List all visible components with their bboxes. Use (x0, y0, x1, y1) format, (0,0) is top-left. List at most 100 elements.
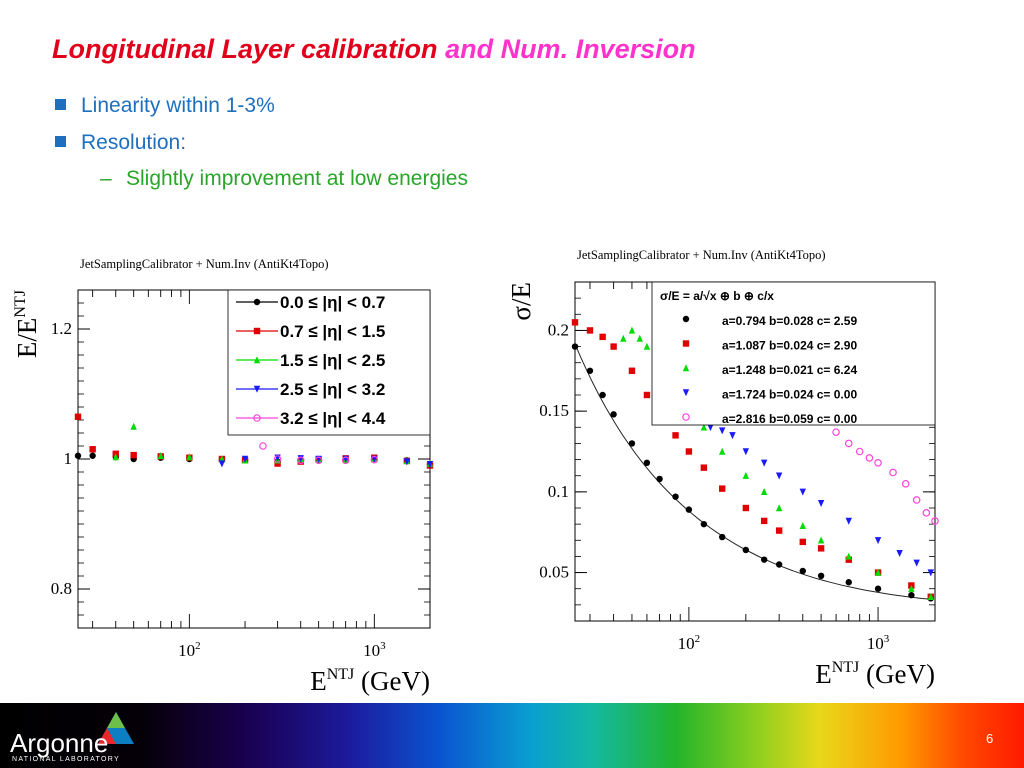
resolution-plot: JetSamplingCalibrator + Num.Inv (AntiKt4… (506, 248, 939, 689)
legend-marker (682, 315, 690, 323)
data-point (341, 456, 350, 465)
data-point (931, 517, 939, 525)
series-4 (259, 442, 379, 465)
data-point (274, 460, 281, 467)
legend-marker (682, 364, 690, 372)
data-point (259, 442, 267, 450)
legend-label: 2.5 ≤ |η| < 3.2 (280, 380, 385, 399)
data-point (610, 343, 617, 350)
data-point (718, 427, 726, 435)
data-point (700, 464, 708, 471)
footer-bar (0, 703, 1024, 768)
plot-title: JetSamplingCalibrator + Num.Inv (AntiKt4… (577, 248, 826, 262)
x-axis-title: ENTJ (GeV) (310, 666, 430, 696)
data-point (620, 334, 627, 342)
data-point (908, 584, 915, 592)
data-point (760, 459, 768, 467)
data-point (700, 520, 708, 528)
data-point (718, 485, 726, 492)
data-point (817, 499, 825, 507)
data-point (799, 488, 806, 496)
data-point (571, 319, 579, 326)
y-tick-label: 1.2 (51, 319, 72, 338)
data-point (586, 367, 594, 374)
series-2 (620, 326, 934, 600)
data-point (855, 447, 864, 456)
sub-bullet: – Slightly improvement at low energies (100, 167, 468, 191)
legend-marker (253, 298, 261, 306)
y-tick-label: 0.1 (548, 482, 569, 501)
data-point (922, 509, 931, 517)
page-number: 6 (986, 731, 994, 746)
data-point (273, 455, 282, 463)
y-axis-title: σ/E (506, 282, 536, 321)
legend-marker (682, 413, 690, 421)
data-point (112, 453, 119, 461)
data-point (832, 428, 840, 436)
legend-label: a=1.248 b=0.021 c= 6.24 (722, 363, 857, 377)
data-point (628, 440, 636, 447)
data-point (707, 424, 714, 432)
data-point (845, 579, 852, 586)
y-tick-label: 0.2 (548, 320, 569, 339)
logo-text: Argonne (10, 728, 109, 758)
legend-marker (253, 356, 261, 364)
data-point (927, 569, 934, 577)
data-point (718, 533, 726, 541)
data-point (817, 572, 825, 579)
y-tick-label: 1 (64, 449, 73, 468)
data-point (729, 432, 736, 440)
data-point (685, 448, 693, 455)
data-point (760, 488, 768, 496)
fit-curve (574, 343, 931, 600)
data-point (370, 455, 379, 464)
data-point (799, 538, 806, 546)
linearity-plot: JetSamplingCalibrator + Num.Inv (AntiKt4… (12, 257, 434, 696)
data-point (426, 461, 434, 468)
data-point (314, 456, 323, 465)
slide-title: Longitudinal Layer calibration and Num. … (52, 34, 696, 65)
data-point (718, 447, 726, 455)
legend-label: a=1.087 b=0.024 c= 2.90 (722, 339, 857, 353)
data-point (908, 591, 915, 599)
square-bullet-icon (55, 98, 66, 110)
data-point (912, 496, 921, 504)
data-point (845, 517, 852, 525)
x-tick-label: 103 (867, 633, 890, 653)
data-point (896, 550, 903, 557)
data-point (672, 493, 679, 500)
legend-marker (682, 389, 690, 397)
title-part-1: Longitudinal Layer calibration (52, 34, 438, 64)
data-point (599, 391, 606, 399)
data-point (799, 521, 806, 529)
data-point (130, 422, 137, 430)
data-point (845, 552, 852, 560)
data-point (742, 546, 750, 554)
data-point (89, 452, 96, 459)
title-part-2: and Num. Inversion (445, 34, 696, 64)
legend-box (651, 281, 936, 426)
y-tick-label: 0.8 (51, 579, 72, 598)
sub-bullet-text: Slightly improvement at low energies (126, 167, 468, 190)
data-point (901, 479, 910, 488)
data-point (672, 432, 679, 439)
data-point (628, 367, 636, 374)
data-point (775, 472, 783, 480)
legend-box (227, 289, 431, 436)
bullet-text: Resolution: (81, 131, 187, 154)
x-tick-label: 102 (178, 640, 201, 660)
data-point (130, 451, 137, 459)
data-point (742, 504, 750, 512)
data-point (656, 475, 663, 483)
data-point (844, 439, 853, 448)
x-axis-title: ENTJ (GeV) (815, 659, 935, 689)
data-point (760, 556, 768, 563)
data-point (685, 506, 693, 513)
legend-marker (253, 414, 261, 422)
legend-label: a=1.724 b=0.024 c= 0.00 (722, 388, 857, 402)
data-point (599, 333, 606, 341)
legend-label: 1.5 ≤ |η| < 2.5 (280, 351, 385, 370)
data-point (865, 454, 874, 462)
data-point (874, 537, 882, 545)
legend-label: 3.2 ≤ |η| < 4.4 (280, 409, 386, 428)
